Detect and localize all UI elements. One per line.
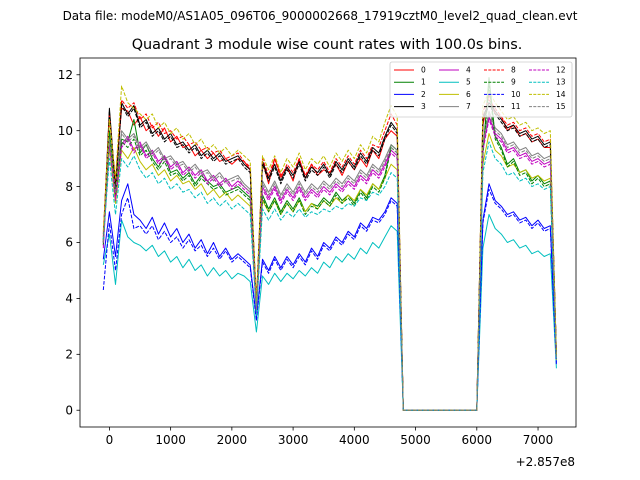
legend-label: 11 [511, 102, 521, 111]
y-tick-label: 10 [58, 124, 73, 138]
x-tick-label: 5000 [400, 433, 431, 447]
legend-label: 15 [556, 102, 566, 111]
legend-label: 12 [556, 66, 566, 75]
series-layer [102, 77, 557, 411]
legend-label: 8 [511, 66, 516, 75]
series-line-12 [102, 119, 557, 411]
x-tick-label: 7000 [523, 433, 554, 447]
series-line-0 [102, 93, 557, 411]
y-tick-label: 2 [65, 348, 73, 362]
legend-label: 7 [466, 102, 471, 111]
legend-label: 2 [421, 90, 426, 99]
y-axis: 0 2 4 6 8 10 12 [58, 68, 80, 417]
legend-label: 1 [421, 78, 426, 87]
legend-label: 14 [556, 90, 566, 99]
x-axis: 0 1000 2000 3000 4000 5000 6000 7000 [106, 427, 554, 447]
x-tick-label: 1000 [155, 433, 186, 447]
y-tick-label: 8 [65, 180, 73, 194]
legend-box [389, 61, 573, 118]
x-tick-label: 4000 [339, 433, 370, 447]
legend-label: 5 [466, 78, 471, 87]
series-line-15 [102, 113, 557, 411]
series-line-14 [102, 85, 557, 411]
y-tick-label: 4 [65, 292, 73, 306]
legend-label: 6 [466, 90, 471, 99]
series-line-3 [102, 102, 557, 411]
series-line-5 [102, 214, 557, 411]
x-offset-label: +2.857e8 [516, 455, 575, 469]
x-tick-label: 0 [106, 433, 114, 447]
series-line-7 [102, 110, 557, 411]
series-line-4 [102, 116, 557, 411]
legend-label: 0 [421, 66, 426, 75]
legend-label: 13 [556, 78, 566, 87]
series-line-11 [102, 105, 557, 411]
x-tick-label: 3000 [278, 433, 309, 447]
x-tick-label: 2000 [217, 433, 248, 447]
figure-suptitle: Data file: modeM0/AS1A05_096T06_90000026… [63, 9, 578, 23]
y-tick-label: 6 [65, 236, 73, 250]
y-tick-label: 12 [58, 68, 73, 82]
legend-label: 4 [466, 66, 471, 75]
series-line-10 [102, 188, 557, 411]
legend-label: 10 [511, 90, 521, 99]
series-line-13 [102, 141, 557, 411]
y-tick-label: 0 [65, 403, 73, 417]
chart-title: Quadrant 3 module wise count rates with … [132, 37, 523, 53]
x-tick-label: 6000 [462, 433, 493, 447]
series-line-1 [102, 77, 557, 411]
legend-label: 3 [421, 102, 426, 111]
series-line-9 [102, 85, 557, 411]
series-line-8 [102, 99, 557, 411]
legend-label: 9 [511, 78, 516, 87]
